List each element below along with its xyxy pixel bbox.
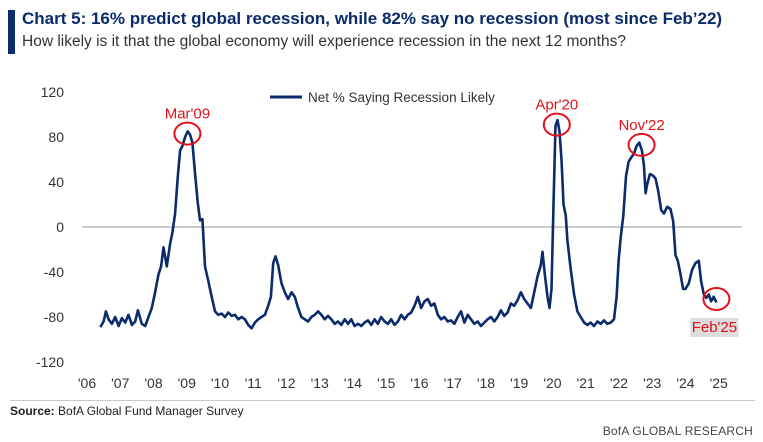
annotation-circle: [542, 112, 571, 137]
annotation-circle: [173, 121, 202, 146]
x-tick-label: '22: [610, 375, 628, 391]
y-tick-label: 120: [41, 84, 65, 100]
x-tick-label: '10: [211, 375, 229, 391]
annotation-label: Mar'09: [165, 106, 210, 123]
title-accent-bar: [8, 10, 15, 54]
x-tick-label: '25: [710, 375, 728, 391]
x-tick-label: '15: [377, 375, 395, 391]
legend-label: Net % Saying Recession Likely: [308, 90, 495, 105]
x-tick-label: '09: [178, 375, 196, 391]
x-tick-label: '14: [344, 375, 362, 391]
x-tick-label: '17: [444, 375, 462, 391]
x-tick-label: '13: [311, 375, 329, 391]
y-tick-label: -80: [44, 309, 64, 325]
x-tick-label: '24: [676, 375, 694, 391]
x-tick-label: '20: [543, 375, 561, 391]
source-text: BofA Global Fund Manager Survey: [58, 404, 244, 418]
source-note: Source: BofA Global Fund Manager Survey: [10, 404, 243, 418]
y-tick-label: 80: [48, 129, 64, 145]
brand-label: BofA GLOBAL RESEARCH: [602, 424, 753, 438]
y-tick-label: 0: [56, 219, 64, 235]
x-tick-label: '12: [277, 375, 295, 391]
source-label: Source:: [10, 404, 55, 418]
annotation-label-bg: [690, 318, 739, 337]
annotation-label: Feb'25: [692, 319, 737, 336]
x-tick-label: '16: [410, 375, 428, 391]
x-tick-label: '19: [510, 375, 528, 391]
x-tick-label: '06: [78, 375, 96, 391]
x-tick-label: '18: [477, 375, 495, 391]
line-chart: -120 -80 -40 0 40 80 120 '06 '07 '08 '09 '10 '11 '12 '…: [36, 84, 742, 391]
x-tick-label: '23: [643, 375, 661, 391]
chart-title: Chart 5: 16% predict global recession, w…: [22, 9, 723, 28]
chart-subtitle: How likely is it that the global economy…: [22, 33, 626, 50]
x-tick-label: '11: [245, 375, 262, 391]
annotation-label: Apr'20: [535, 97, 578, 114]
y-tick-label: 40: [48, 174, 64, 190]
x-tick-label: '07: [111, 375, 129, 391]
annotation-circle: [702, 287, 731, 311]
annotation-label: Nov'22: [618, 117, 664, 134]
y-tick-label: -40: [44, 264, 64, 280]
series-line: [99, 118, 718, 330]
footer-divider: [10, 400, 755, 401]
y-tick-label: -120: [36, 354, 64, 370]
annotation-circle: [627, 132, 656, 157]
x-tick-label: '08: [144, 375, 162, 391]
x-tick-label: '21: [577, 375, 595, 391]
